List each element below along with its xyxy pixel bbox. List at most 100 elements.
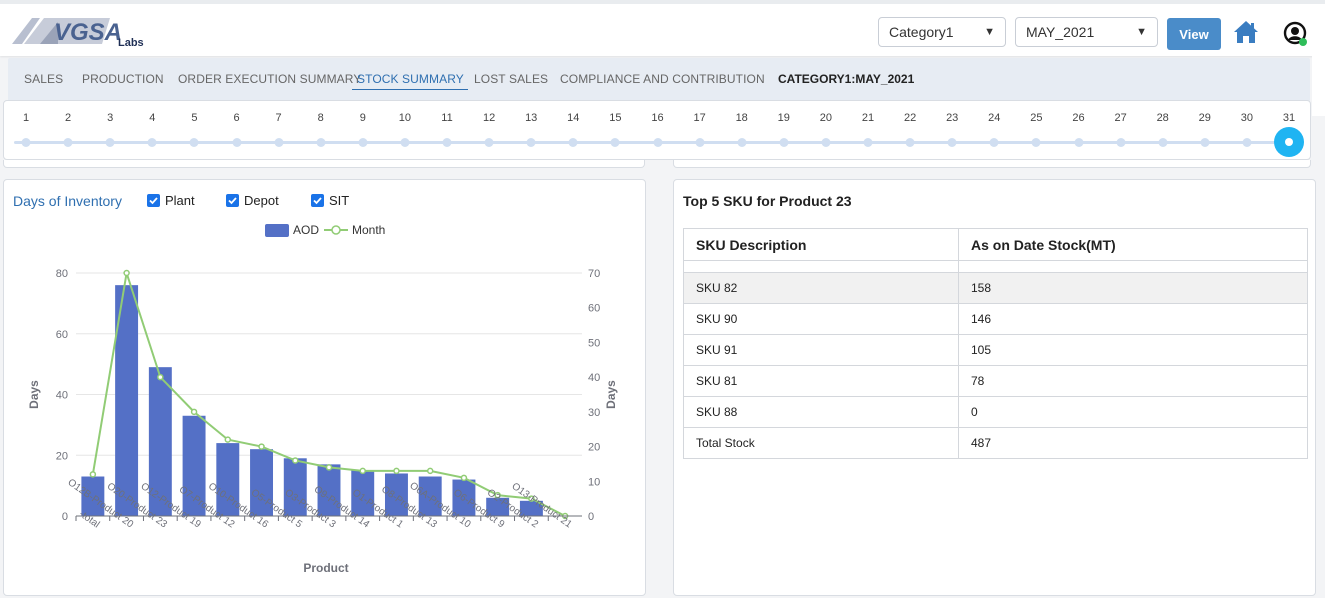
tab-production[interactable]: PRODUCTION [82, 72, 164, 86]
day-label-28[interactable]: 28 [1156, 112, 1169, 124]
day-tick-12[interactable] [484, 138, 494, 147]
day-tick-19[interactable] [779, 138, 789, 147]
day-slider[interactable]: 1 2 3 4 5 6 7 8 9 10 11 12 13 14 15 16 17 18 19 20 21 22 23 24 2… [3, 100, 1311, 160]
month-point-O1-Product 1[interactable] [393, 467, 400, 475]
day-label-25[interactable]: 25 [1030, 112, 1043, 124]
plant-checkbox[interactable]: Plant [147, 193, 195, 208]
month-point-O7-Product 12[interactable] [224, 436, 232, 443]
day-tick-23[interactable] [947, 138, 957, 147]
day-tick-29[interactable] [1200, 138, 1210, 147]
depot-checkbox[interactable]: Depot [226, 193, 279, 208]
day-label-31[interactable]: 31 [1282, 112, 1296, 124]
month-point--total[interactable] [89, 471, 97, 478]
day-tick-3[interactable] [105, 138, 115, 147]
month-point-O12B-Product 20[interactable] [123, 269, 130, 277]
day-tick-25[interactable] [1031, 138, 1041, 147]
bar-O6-Product 9[interactable] [486, 497, 510, 516]
tab-lost-sales[interactable]: LOST SALES [474, 72, 549, 86]
day-label-29[interactable]: 29 [1198, 112, 1211, 124]
brand-logo[interactable]: VGSA Labs [10, 12, 150, 52]
bar-O8-Product 13[interactable] [418, 476, 442, 516]
checkbox-checked-icon[interactable] [147, 194, 160, 207]
checkbox-checked-icon[interactable] [226, 194, 239, 207]
day-tick-6[interactable] [232, 138, 241, 147]
day-label-26[interactable]: 26 [1072, 112, 1085, 124]
day-tick-28[interactable] [1158, 138, 1168, 147]
day-tick-17[interactable] [695, 138, 705, 147]
day-tick-11[interactable] [442, 138, 452, 147]
table-row[interactable]: SKU 81 78 [683, 365, 1308, 397]
day-label-22[interactable]: 22 [903, 112, 917, 124]
day-label-5[interactable]: 5 [191, 112, 198, 124]
month-point-O10-Product 16[interactable] [258, 443, 265, 450]
month-point-O20-Product 23[interactable] [157, 373, 164, 381]
day-label-11[interactable]: 11 [441, 112, 453, 124]
day-tick-27[interactable] [1116, 138, 1126, 147]
day-label-16[interactable]: 16 [651, 112, 664, 124]
day-tick-8[interactable] [316, 138, 326, 147]
day-tick-13[interactable] [526, 138, 536, 147]
day-label-9[interactable]: 9 [359, 112, 366, 124]
day-tick-16[interactable] [653, 138, 662, 147]
table-total-row[interactable]: Total Stock 487 [683, 427, 1308, 459]
day-tick-26[interactable] [1074, 138, 1083, 147]
bar-O6A-Product 10[interactable] [452, 479, 476, 516]
day-label-8[interactable]: 8 [317, 112, 324, 124]
day-tick-5[interactable] [189, 138, 199, 147]
month-select[interactable]: MAY_2021 ▼ [1015, 17, 1158, 47]
day-tick-14[interactable] [568, 138, 578, 147]
legend-aod-label[interactable]: AOD [293, 223, 319, 237]
day-label-19[interactable]: 19 [777, 112, 790, 124]
day-label-15[interactable]: 15 [609, 112, 622, 124]
table-row[interactable]: SKU 88 0 [683, 396, 1308, 428]
day-label-13[interactable]: 13 [525, 112, 538, 124]
slider-handle[interactable] [1274, 127, 1304, 157]
day-tick-1[interactable] [21, 138, 31, 147]
tab-sales[interactable]: SALES [24, 72, 64, 86]
month-point-O9-Product 14[interactable] [359, 467, 366, 475]
day-label-30[interactable]: 30 [1240, 112, 1254, 124]
day-tick-15[interactable] [610, 138, 620, 147]
day-label-6[interactable]: 6 [233, 112, 240, 124]
home-icon[interactable] [1233, 20, 1259, 44]
bar-O20-Product 23[interactable] [148, 367, 172, 516]
day-label-24[interactable]: 24 [988, 112, 1001, 124]
tab-compliance-and-contribution[interactable]: COMPLIANCE AND CONTRIBUTION [560, 72, 765, 86]
bar-O12B-Product 20[interactable] [115, 285, 139, 516]
day-label-21[interactable]: 21 [861, 112, 875, 124]
day-label-10[interactable]: 10 [398, 112, 412, 124]
month-point-O3-Product 3[interactable] [325, 464, 333, 471]
day-tick-18[interactable] [737, 138, 747, 147]
day-label-23[interactable]: 23 [946, 112, 959, 124]
day-label-4[interactable]: 4 [149, 112, 156, 124]
bar-O3-Product 3[interactable] [317, 464, 341, 516]
month-point-O5-Product 5[interactable] [292, 457, 299, 464]
bar-O9-Product 14[interactable] [351, 470, 375, 516]
legend-aod-swatch[interactable] [265, 224, 289, 237]
day-label-18[interactable]: 18 [735, 112, 748, 124]
day-tick-10[interactable] [400, 138, 410, 147]
view-button[interactable]: View [1167, 18, 1221, 50]
day-tick-4[interactable] [147, 138, 157, 147]
day-label-2[interactable]: 2 [65, 112, 72, 124]
table-row[interactable]: SKU 82 158 [683, 272, 1308, 304]
day-tick-20[interactable] [821, 138, 831, 147]
day-label-20[interactable]: 20 [819, 112, 833, 124]
user-icon[interactable] [1283, 21, 1309, 47]
day-tick-30[interactable] [1242, 138, 1252, 147]
legend-month-label[interactable]: Month [352, 223, 385, 237]
month-point-O8-Product 13[interactable] [426, 467, 434, 475]
day-tick-7[interactable] [274, 138, 284, 147]
bar-O7-Product 12[interactable] [216, 443, 240, 516]
day-label-7[interactable]: 7 [275, 112, 282, 124]
checkbox-checked-icon[interactable] [311, 194, 324, 207]
day-tick-22[interactable] [905, 138, 915, 147]
bar-O1-Product 1[interactable] [384, 473, 408, 516]
day-label-1[interactable]: 1 [22, 112, 30, 124]
month-point-O6-Product 9[interactable] [494, 491, 501, 499]
category-select[interactable]: Category1 ▼ [878, 17, 1006, 47]
month-point-O2-Product 2[interactable] [528, 495, 535, 502]
tab-order-execution-summary[interactable]: ORDER EXECUTION SUMMARY [178, 72, 362, 86]
day-tick-21[interactable] [863, 138, 873, 147]
bar--total[interactable] [81, 476, 105, 516]
